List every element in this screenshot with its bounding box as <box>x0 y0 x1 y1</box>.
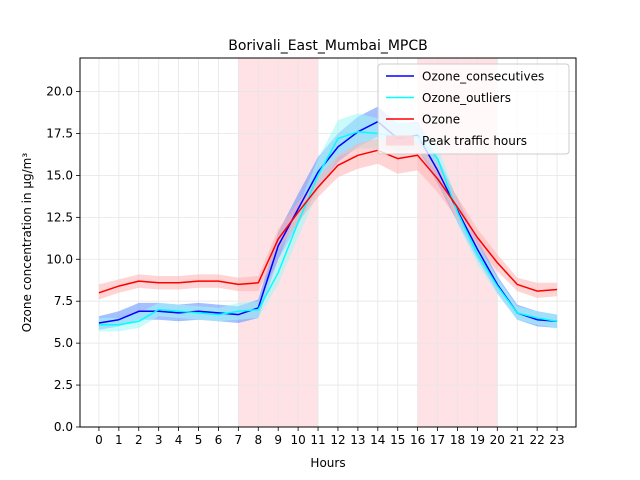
y-tick-label: 12.5 <box>46 210 73 224</box>
series-lines <box>98 120 558 326</box>
y-tick-label: 2.5 <box>54 378 73 392</box>
band-ozone_outliers <box>98 113 558 332</box>
x-tick-label: 18 <box>450 433 465 447</box>
x-tick-label: 7 <box>235 433 243 447</box>
y-tick-label: 10.0 <box>46 252 73 266</box>
x-tick-label: 20 <box>490 433 505 447</box>
x-tick-label: 1 <box>115 433 123 447</box>
x-tick-label: 3 <box>155 433 163 447</box>
x-tick-label: 23 <box>549 433 564 447</box>
y-axis-label: Ozone concentration in μg/m³ <box>20 153 34 333</box>
legend-label-peak-traffic: Peak traffic hours <box>422 134 527 148</box>
x-tick-label: 5 <box>195 433 203 447</box>
x-tick-label: 17 <box>430 433 445 447</box>
x-tick-label: 4 <box>175 433 183 447</box>
chart-title: Borivali_East_Mumbai_MPCB <box>228 38 428 54</box>
y-tick-label: 15.0 <box>46 168 73 182</box>
line-ozone_consecutives <box>98 120 558 324</box>
y-tick-label: 20.0 <box>46 85 73 99</box>
x-tick-label: 21 <box>510 433 525 447</box>
x-tick-label: 2 <box>135 433 143 447</box>
x-tick-label: 19 <box>470 433 485 447</box>
legend: Ozone_consecutives Ozone_outliers Ozone Pea… <box>377 63 570 155</box>
plot-frame <box>79 57 577 428</box>
x-tick-label: 6 <box>215 433 223 447</box>
legend-label-ozone_outliers: Ozone_outliers <box>422 91 511 105</box>
y-tick-label: 0.0 <box>54 420 73 434</box>
x-tick-label: 11 <box>310 433 325 447</box>
x-tick-label: 8 <box>254 433 262 447</box>
y-axis-ticks: 0.0 2.5 5.0 7.5 10.0 12.5 15.0 17.5 20.0 <box>46 85 80 434</box>
x-tick-label: 12 <box>330 433 345 447</box>
x-tick-label: 13 <box>350 433 365 447</box>
line-ozone <box>98 149 558 294</box>
legend-label-ozone_consecutives: Ozone_consecutives <box>422 70 544 84</box>
x-tick-label: 16 <box>410 433 425 447</box>
legend-swatch-peak-traffic <box>386 135 414 146</box>
x-tick-label: 10 <box>290 433 305 447</box>
x-axis-label: Hours <box>310 456 345 470</box>
y-tick-label: 5.0 <box>54 336 73 350</box>
y-tick-label: 17.5 <box>46 126 73 140</box>
y-tick-label: 7.5 <box>54 294 73 308</box>
x-axis-ticks: 0 1 2 3 4 5 6 7 8 9 10 11 12 13 14 15 16 17 18 19 20 21 22 23 <box>95 427 565 447</box>
x-tick-label: 15 <box>390 433 405 447</box>
legend-box <box>377 63 570 155</box>
line-ozone_outliers <box>98 131 558 326</box>
x-tick-label: 9 <box>274 433 282 447</box>
x-tick-label: 0 <box>95 433 103 447</box>
legend-label-ozone: Ozone <box>422 113 460 127</box>
x-tick-label: 14 <box>370 433 385 447</box>
x-tick-label: 22 <box>530 433 545 447</box>
